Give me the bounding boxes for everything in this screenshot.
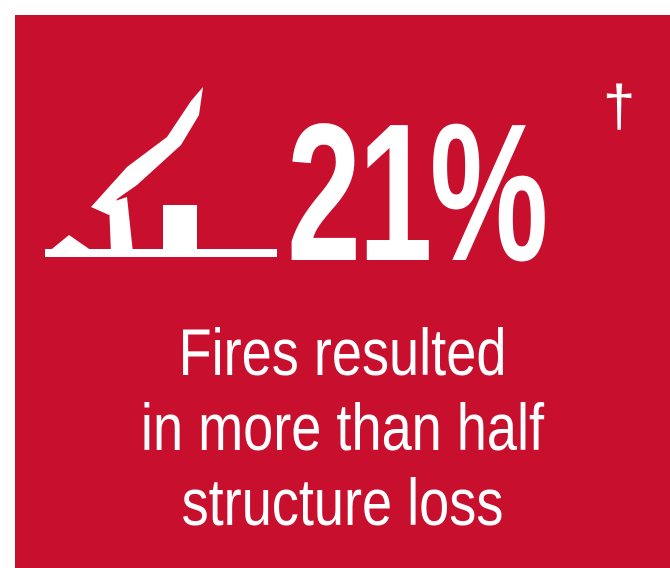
stat-value: 21% — [287, 83, 548, 302]
wall-fragment-shape — [163, 205, 197, 253]
caption-line-3: structure loss — [181, 465, 504, 539]
caption-line-2: in more than half — [140, 390, 545, 464]
burned-house-icon — [45, 87, 277, 257]
ground-line-shape — [45, 249, 277, 257]
footnote-mark: † — [603, 74, 636, 139]
caption-line-1: Fires resulted — [178, 315, 507, 389]
post-shape — [109, 197, 133, 253]
stat-caption: Fires resulted in more than half structu… — [15, 315, 670, 540]
rubble-shape — [47, 235, 95, 253]
roof-slab-shape — [91, 87, 203, 215]
stat-card: 21% † Fires resulted in more than half s… — [15, 15, 670, 568]
